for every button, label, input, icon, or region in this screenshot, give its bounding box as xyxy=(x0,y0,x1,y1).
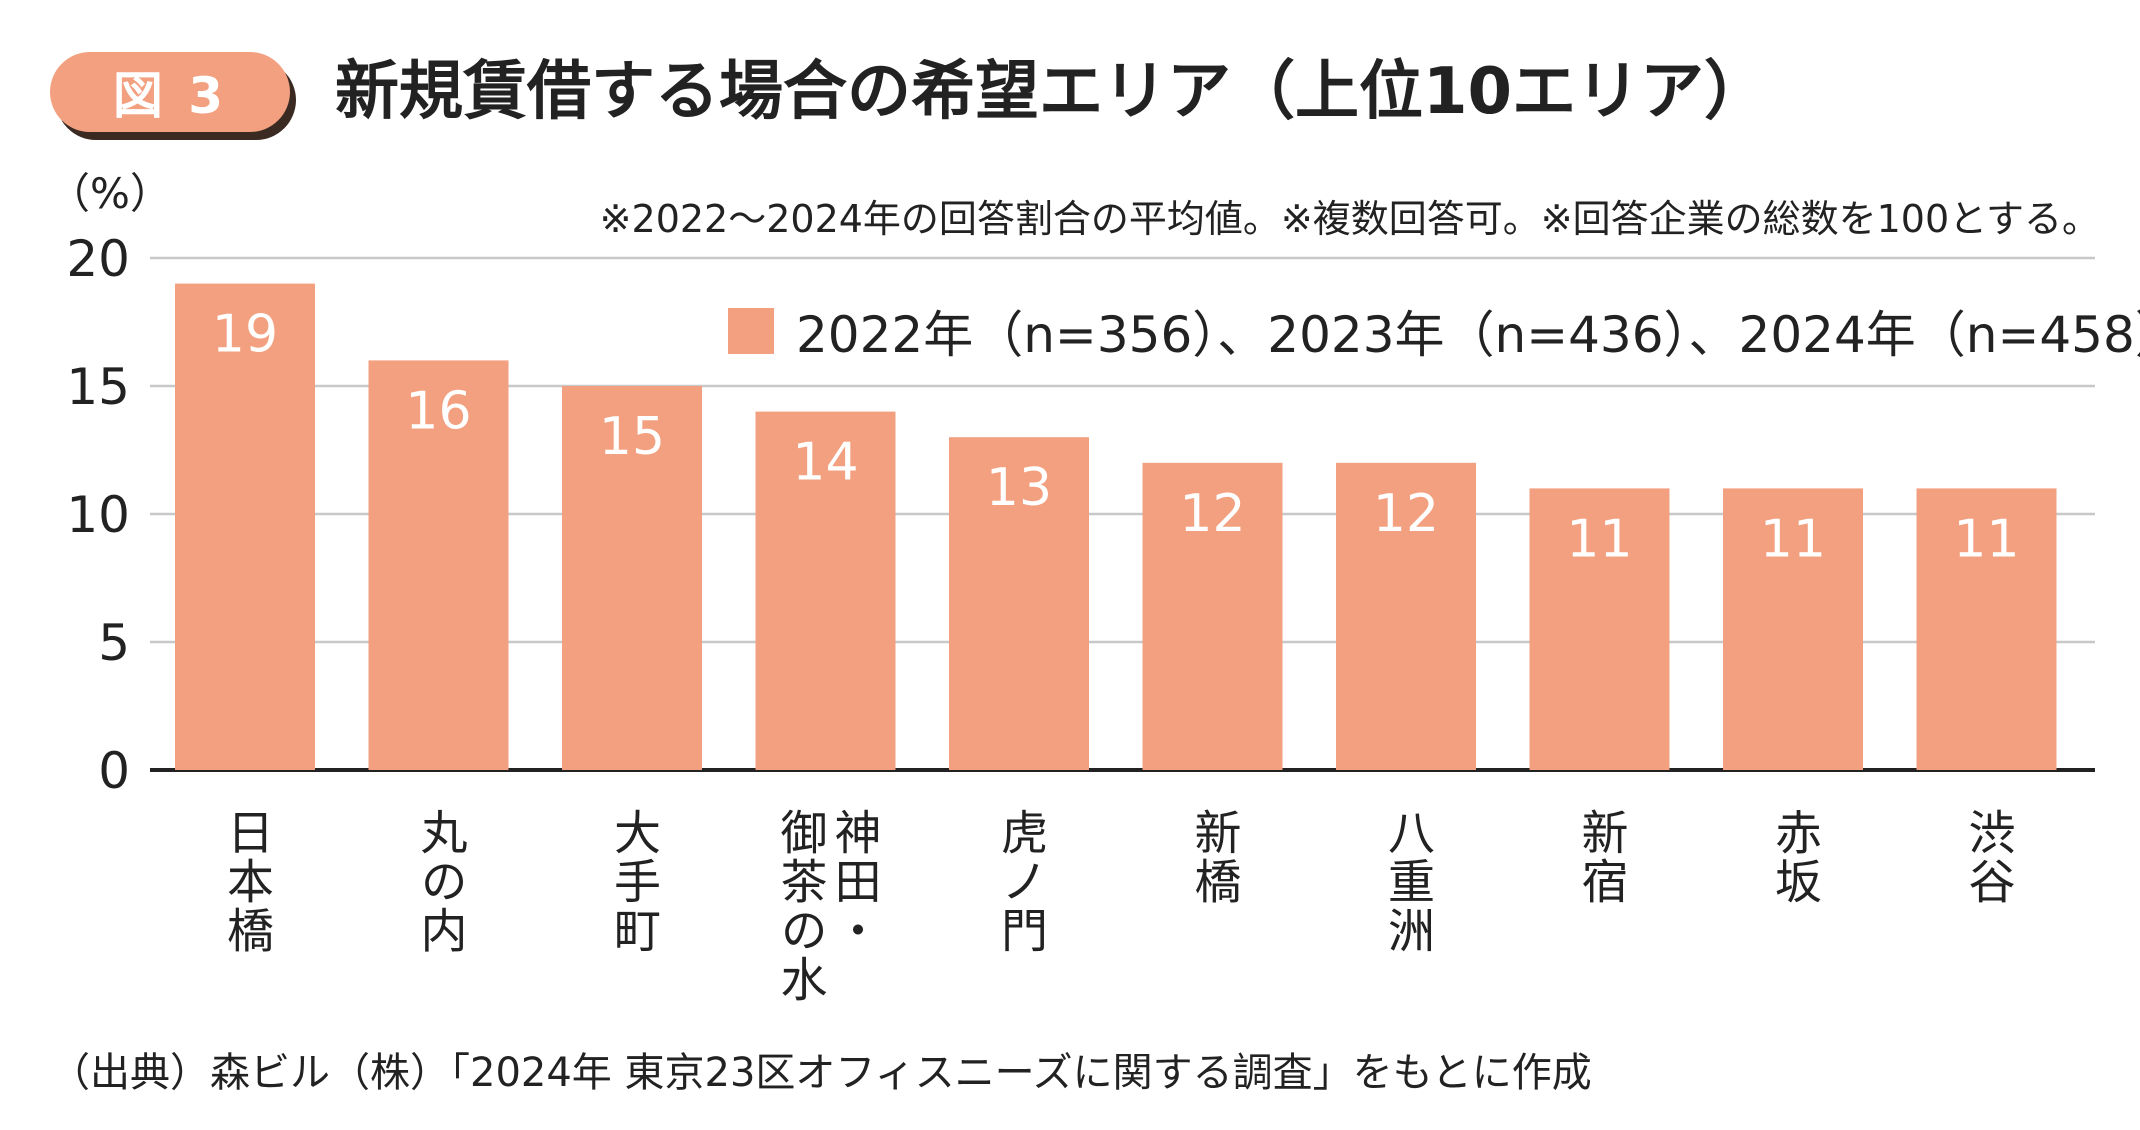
chart-note: ※2022～2024年の回答割合の平均値。※複数回答可。※回答企業の総数を100… xyxy=(599,197,2100,241)
source-note: （出典）森ビル（株）「2024年 東京23区オフィスニーズに関する調査」をもとに… xyxy=(50,1050,1592,1096)
bar-value-label: 16 xyxy=(405,381,471,441)
bar xyxy=(1336,462,1476,770)
bar-value-label: 12 xyxy=(1179,484,1245,544)
x-category-label: 丸の内 xyxy=(359,808,519,955)
x-category-label-line: 新宿 xyxy=(1572,808,1628,906)
x-category-label: 新宿 xyxy=(1520,808,1680,906)
x-category-label: 新橋 xyxy=(1133,808,1293,906)
y-axis-unit: （%） xyxy=(48,169,172,218)
x-category-label-line: 赤坂 xyxy=(1766,808,1821,906)
y-tick-label: 5 xyxy=(98,614,130,672)
x-category-label-line: 八重洲 xyxy=(1379,808,1434,955)
x-category-label-line: 丸の内 xyxy=(411,808,467,955)
legend: 2022年（n=356）、2023年（n=436）、2024年（n=458） xyxy=(728,295,2140,367)
x-category-label: 日本橋 xyxy=(165,808,325,955)
bar-value-labels: 19 16 15 14 13 12 12 11 11 11 xyxy=(212,305,2020,570)
bar xyxy=(175,283,315,770)
y-tick-label: 0 xyxy=(98,742,130,800)
y-tick-label: 10 xyxy=(66,486,130,544)
x-category-label: 赤坂 xyxy=(1713,808,1873,906)
figure-badge: 図 3 xyxy=(50,52,290,132)
x-category-label: 八重洲 xyxy=(1326,808,1486,955)
bar-value-label: 12 xyxy=(1373,484,1439,544)
y-tick-label: 15 xyxy=(66,358,130,416)
bar-value-label: 11 xyxy=(1760,509,1826,569)
legend-label: 2022年（n=356）、2023年（n=436）、2024年（n=458） xyxy=(796,306,2140,364)
x-category-label: 神田・ 御茶の水 xyxy=(746,808,906,1004)
x-category-label: 渋谷 xyxy=(1907,808,2067,906)
bar-value-label: 11 xyxy=(1953,509,2019,569)
legend-swatch xyxy=(728,308,774,354)
x-category-label: 虎ノ門 xyxy=(939,808,1099,955)
bars xyxy=(175,283,2057,770)
x-category-label: 大手町 xyxy=(552,808,712,955)
bar-value-label: 19 xyxy=(212,305,278,365)
x-category-label-line: 神田・ xyxy=(825,808,881,955)
bar xyxy=(949,437,1089,770)
bar xyxy=(1916,488,2057,770)
bar-value-label: 13 xyxy=(986,458,1052,518)
x-category-label-line: 御茶の水 xyxy=(771,808,827,1004)
chart-title: 新規賃借する場合の希望エリア（上位10エリア） xyxy=(335,55,1769,129)
y-tick-label: 20 xyxy=(66,230,130,288)
x-category-label-line: 日本橋 xyxy=(218,808,273,955)
bar xyxy=(1529,488,1670,770)
bar xyxy=(755,411,896,770)
bar xyxy=(1142,462,1283,770)
bar xyxy=(1723,488,1863,770)
y-axis-ticks: 0 5 10 15 20 xyxy=(66,230,130,800)
x-category-label-line: 虎ノ門 xyxy=(992,808,1047,955)
bar-chart: 19 16 15 14 13 12 12 11 11 11 0 5 10 15 20 （%） xyxy=(48,169,2095,800)
bar xyxy=(562,386,702,770)
x-category-label-line: 新橋 xyxy=(1185,808,1241,906)
x-category-label-line: 大手町 xyxy=(605,808,660,955)
x-category-label-line: 渋谷 xyxy=(1959,808,2015,906)
bar-value-label: 15 xyxy=(599,407,665,467)
bar-value-label: 14 xyxy=(792,433,858,493)
bar xyxy=(368,360,509,770)
bar-value-label: 11 xyxy=(1566,509,1632,569)
